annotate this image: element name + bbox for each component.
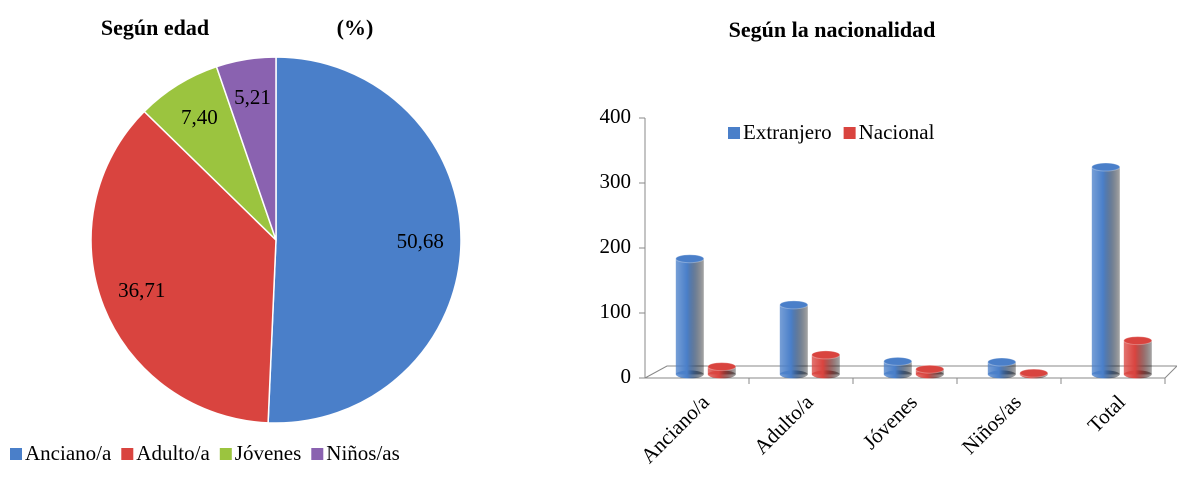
y-tick-label: 0 xyxy=(621,364,632,388)
bar-top xyxy=(675,254,705,264)
x-tick-label: Total xyxy=(1083,390,1130,437)
pie-unit: (%) xyxy=(337,15,374,40)
bar xyxy=(779,304,808,375)
data-label: 36,71 xyxy=(118,278,165,302)
legend-swatch xyxy=(219,448,232,460)
bar xyxy=(675,258,704,375)
y-tick-label: 200 xyxy=(600,234,632,258)
legend-label: Extranjero xyxy=(743,120,832,144)
pie-slice xyxy=(90,110,277,424)
x-tick-label: Niños/as xyxy=(957,390,1026,459)
bar xyxy=(811,354,840,375)
bar-base xyxy=(883,370,912,379)
legend-swatch xyxy=(843,127,856,139)
data-label: 50,68 xyxy=(397,229,444,253)
bar xyxy=(1123,340,1152,375)
legend-label: Jóvenes xyxy=(235,441,302,465)
legend-swatch xyxy=(121,448,134,460)
bar-base xyxy=(1091,370,1120,379)
bar-top xyxy=(707,362,737,372)
bar-top xyxy=(779,300,809,310)
bar-top xyxy=(811,350,841,360)
pie-slice xyxy=(215,56,277,241)
legend-label: Niños/as xyxy=(326,441,400,465)
legend-swatch xyxy=(728,127,740,139)
bar-top xyxy=(1019,368,1049,378)
bar-top xyxy=(987,357,1017,367)
x-tick-label: Jóvenes xyxy=(858,390,922,454)
y-tick-label: 400 xyxy=(600,104,632,128)
bar-base xyxy=(987,370,1016,379)
bar-base xyxy=(1123,370,1152,379)
data-label: 5,21 xyxy=(234,85,271,109)
bar-title: Según la nacionalidad xyxy=(729,17,936,42)
legend-swatch xyxy=(311,448,324,460)
pie-slice xyxy=(267,56,462,424)
y-tick-label: 100 xyxy=(600,299,632,323)
x-tick-label: Anciano/a xyxy=(636,389,714,467)
bar-base xyxy=(779,370,808,379)
legend-swatch xyxy=(10,448,22,460)
bar-base xyxy=(707,370,736,379)
bar-top xyxy=(1123,336,1153,346)
bar-top xyxy=(915,364,945,374)
bar-top xyxy=(1091,162,1121,172)
y-tick-label: 300 xyxy=(600,169,632,193)
pie-title: Según edad xyxy=(101,15,209,40)
x-tick-label: Adulto/a xyxy=(749,389,818,458)
legend-label: Nacional xyxy=(859,120,935,144)
legend-label: Anciano/a xyxy=(25,441,112,465)
bar-base xyxy=(811,370,840,379)
bar-top xyxy=(883,356,913,366)
bar xyxy=(1091,167,1120,375)
legend-label: Adulto/a xyxy=(136,441,210,465)
bar-base xyxy=(675,370,704,379)
floor xyxy=(644,365,1177,379)
data-label: 7,40 xyxy=(181,105,218,129)
